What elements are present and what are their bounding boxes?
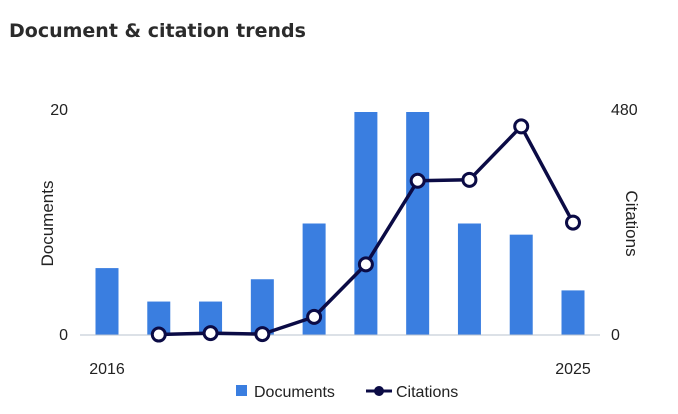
citations-point-2021[interactable] <box>357 256 374 273</box>
documents-bar-2017[interactable] <box>147 301 171 335</box>
right-axis-tick-min: 0 <box>611 327 620 344</box>
citations-point-2020[interactable] <box>306 308 323 325</box>
documents-legend-swatch <box>236 385 247 396</box>
documents-bar-2022[interactable] <box>406 112 430 335</box>
left-axis-tick-min: 0 <box>59 327 68 344</box>
documents-legend-label: Documents <box>254 384 335 401</box>
right-axis-title: Citations <box>622 190 641 256</box>
x-axis-tick-last: 2025 <box>555 361 591 378</box>
documents-bar-2025[interactable] <box>561 290 585 335</box>
documents-bar-2020[interactable] <box>302 223 326 336</box>
citations-point-2023[interactable] <box>461 171 478 188</box>
documents-bar-2021[interactable] <box>354 112 378 335</box>
citations-point-2024[interactable] <box>513 118 530 135</box>
citations-legend-label: Citations <box>396 384 458 401</box>
legend-item-documents[interactable]: Documents <box>236 384 335 401</box>
legend-item-citations[interactable]: Citations <box>366 384 458 401</box>
documents-bar-2024[interactable] <box>509 234 533 335</box>
citations-point-2018[interactable] <box>202 325 219 342</box>
citations-point-2025[interactable] <box>565 214 581 231</box>
documents-bar-2023[interactable] <box>457 223 481 336</box>
left-axis-title: Documents <box>38 181 57 267</box>
citations-line-layer <box>150 118 581 343</box>
documents-bar-2018[interactable] <box>199 301 223 335</box>
documents-bar-2016[interactable] <box>95 268 119 335</box>
citations-point-2019[interactable] <box>254 326 271 343</box>
chart-title: Document & citation trends <box>9 20 306 42</box>
left-axis-tick-max: 20 <box>50 102 68 119</box>
chart-legend[interactable]: Documents Citations <box>236 384 458 401</box>
x-axis-tick-first: 2016 <box>89 361 125 378</box>
citations-point-2022[interactable] <box>409 172 426 189</box>
documents-bar-2019[interactable] <box>250 279 274 335</box>
citations-legend-marker <box>374 386 384 396</box>
citations-point-2017[interactable] <box>150 326 167 343</box>
documents-bars <box>95 112 585 336</box>
right-axis-tick-max: 480 <box>611 102 638 119</box>
